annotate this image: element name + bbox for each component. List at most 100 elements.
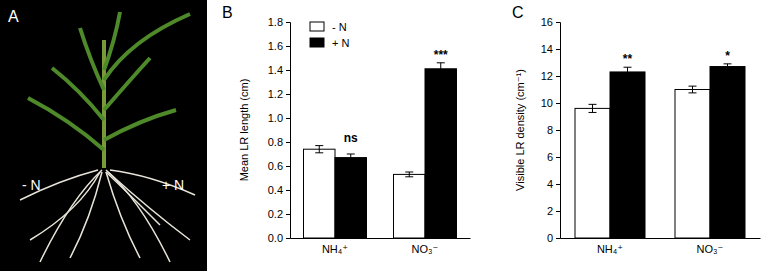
tick-mark — [286, 238, 290, 239]
x-tick: NH₄⁺ — [597, 238, 623, 255]
y-tick: 10 — [541, 97, 560, 109]
tick-mark — [286, 190, 290, 191]
x-tick: NO₃⁻ — [412, 238, 439, 255]
photo-label: - N — [22, 177, 41, 193]
error-bar — [689, 86, 697, 93]
tick-label: 1.2 — [268, 88, 283, 100]
y-axis: 0.00.20.40.60.81.01.21.41.61.8 — [268, 16, 291, 244]
error-bar — [589, 104, 597, 112]
tick-mark — [556, 211, 560, 212]
tick-label: 0.0 — [268, 232, 283, 244]
plant-root — [20, 170, 98, 200]
y-tick: 0.2 — [268, 208, 290, 220]
bar — [610, 72, 645, 238]
y-tick: 16 — [541, 16, 560, 28]
y-tick: 4 — [547, 178, 560, 190]
bar — [575, 108, 610, 238]
tick-label: 0.2 — [268, 208, 283, 220]
y-tick: 6 — [547, 151, 560, 163]
tick-mark — [286, 94, 290, 95]
tick-label: NH₄⁺ — [597, 243, 623, 255]
y-tick: 1.8 — [268, 16, 290, 28]
plot-area — [304, 63, 457, 238]
tick-mark — [286, 142, 290, 143]
axis-line — [291, 238, 471, 239]
tick-mark — [286, 166, 290, 167]
y-tick: 1.6 — [268, 40, 290, 52]
y-tick: 0.4 — [268, 184, 290, 196]
tick-mark — [556, 184, 560, 185]
tick-mark — [286, 70, 290, 71]
tick-label: 4 — [547, 178, 553, 190]
plant-leaf — [104, 12, 120, 70]
tick-label: 0.6 — [268, 160, 283, 172]
y-tick: 2 — [547, 205, 560, 217]
panel-label: C — [512, 4, 524, 21]
tick-label: 14 — [541, 43, 553, 55]
legend-swatch — [310, 22, 324, 31]
bar — [710, 67, 745, 238]
bar — [304, 149, 336, 238]
axis-line — [561, 238, 761, 239]
tick-label: 1.0 — [268, 112, 283, 124]
bar — [425, 69, 457, 238]
photo-panel: A- N+ N — [0, 0, 207, 271]
y-tick: 0 — [547, 232, 560, 244]
tick-mark — [556, 76, 560, 77]
plant-root — [108, 172, 190, 240]
error-bar — [405, 172, 413, 177]
plot-area — [575, 64, 745, 238]
annotation: ** — [623, 52, 633, 66]
panel-label: B — [222, 4, 233, 21]
y-tick: 1.0 — [268, 112, 290, 124]
plant-leaf — [104, 58, 150, 110]
annotation: * — [725, 49, 730, 63]
tick-label: 6 — [547, 151, 553, 163]
y-tick: 8 — [547, 124, 560, 136]
tick-label: NO₃⁻ — [412, 243, 439, 255]
plant-leaf — [104, 110, 176, 140]
chart-panel: 0.00.20.40.60.81.01.21.41.61.8NH₄⁺NO₃⁻BM… — [222, 4, 471, 255]
tick-label: NH₄⁺ — [322, 243, 348, 255]
y-tick: 0.8 — [268, 136, 290, 148]
axis-line — [556, 23, 561, 239]
tick-label: 2 — [547, 205, 553, 217]
tick-label: 1.8 — [268, 16, 283, 28]
error-bar — [624, 67, 632, 76]
tick-mark — [556, 157, 560, 158]
error-bar — [347, 154, 355, 161]
annotation: *** — [434, 48, 448, 62]
y-tick: 12 — [541, 70, 560, 82]
tick-mark — [556, 103, 560, 104]
tick-label: 8 — [547, 124, 553, 136]
figure: A- N+ N0.00.20.40.60.81.01.21.41.61.8NH₄… — [0, 0, 779, 271]
tick-mark — [556, 130, 560, 131]
tick-label: 1.6 — [268, 40, 283, 52]
plant-root — [110, 170, 195, 195]
legend: - N+ N — [310, 21, 349, 49]
x-axis: NH₄⁺ NO₃⁻ — [561, 238, 761, 255]
photo-background — [0, 0, 207, 271]
x-tick: NH₄⁺ — [322, 238, 348, 255]
tick-label: 0 — [547, 232, 553, 244]
bar — [675, 90, 710, 239]
y-axis-title: Visible LR density (cm⁻¹) — [514, 69, 526, 191]
y-tick: 0.6 — [268, 160, 290, 172]
y-tick: 0.0 — [268, 232, 290, 244]
legend-label: + N — [332, 37, 349, 49]
error-bar — [315, 146, 323, 153]
plant-root — [106, 172, 160, 225]
tick-label: 10 — [541, 97, 553, 109]
tick-mark — [556, 238, 560, 239]
error-bar — [724, 64, 732, 69]
tick-label: 0.4 — [268, 184, 283, 196]
tick-mark — [286, 22, 290, 23]
tick-mark — [286, 214, 290, 215]
chart-panel: 0 2 4 6 8 10 12 14 16 NH₄⁺ NO₃⁻ C Visible LR density… — [512, 4, 761, 255]
tick-label: 16 — [541, 16, 553, 28]
tick-mark — [286, 46, 290, 47]
bar — [335, 158, 367, 238]
tick-label: NO₃⁻ — [697, 243, 724, 255]
tick-mark — [286, 118, 290, 119]
y-axis-title: Mean LR length (cm) — [238, 79, 250, 182]
